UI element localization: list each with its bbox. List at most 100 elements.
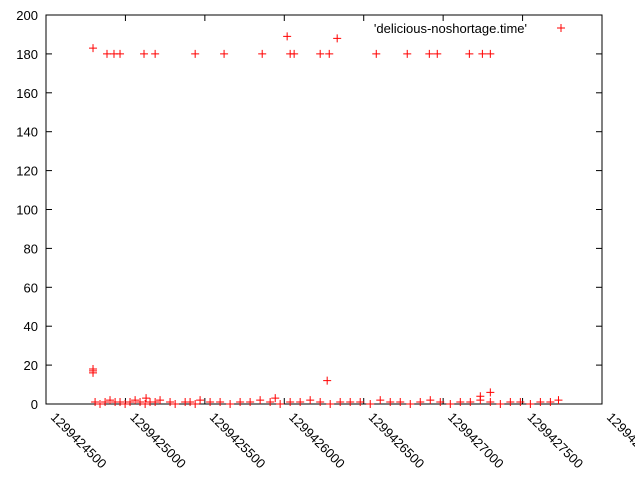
y-tick-label: 40	[24, 319, 38, 334]
y-tick-label: 140	[16, 125, 38, 140]
legend-marker	[557, 24, 565, 32]
legend-label: 'delicious-noshortage.time'	[374, 21, 527, 36]
x-tick-label: 1299425500	[207, 410, 269, 472]
point	[141, 400, 150, 408]
point	[101, 398, 110, 407]
point	[446, 400, 455, 408]
point	[476, 396, 485, 405]
point	[406, 400, 415, 408]
point	[333, 34, 342, 43]
point	[271, 394, 280, 403]
point	[356, 398, 365, 407]
point	[478, 49, 487, 58]
point	[131, 396, 140, 405]
point	[372, 49, 381, 58]
point	[526, 400, 535, 408]
point	[121, 400, 130, 408]
x-tick-label: 1299426000	[286, 410, 348, 472]
point	[191, 400, 200, 408]
x-tick-label: 1299427500	[524, 410, 586, 472]
point	[103, 49, 112, 58]
point	[326, 400, 335, 408]
point	[346, 398, 355, 407]
point	[323, 376, 332, 385]
point	[171, 400, 180, 408]
point	[116, 398, 125, 407]
y-tick-label: 120	[16, 164, 38, 179]
point	[106, 396, 115, 405]
y-tick-label: 100	[16, 203, 38, 218]
point	[306, 396, 315, 405]
point	[126, 398, 135, 407]
point	[91, 398, 100, 407]
point	[226, 400, 235, 408]
point	[554, 396, 563, 405]
point	[186, 398, 195, 407]
point	[266, 398, 275, 407]
x-tick-label: 1299427000	[445, 410, 507, 472]
point	[236, 398, 245, 407]
point	[296, 398, 305, 407]
point	[436, 398, 445, 407]
point	[366, 400, 375, 408]
point	[516, 398, 525, 407]
point	[142, 394, 151, 403]
y-tick-label: 180	[16, 47, 38, 62]
point	[486, 398, 495, 407]
point	[256, 396, 265, 405]
point	[466, 398, 475, 407]
point	[89, 44, 98, 53]
y-tick-label: 60	[24, 280, 38, 295]
point	[433, 49, 442, 58]
point	[276, 400, 285, 408]
point	[486, 49, 495, 58]
point	[140, 49, 149, 58]
point	[191, 49, 200, 58]
point	[246, 398, 255, 407]
point	[136, 398, 145, 407]
point	[396, 398, 405, 407]
point	[546, 398, 555, 407]
point	[426, 396, 435, 405]
point	[386, 398, 395, 407]
x-tick-label: 1299424500	[48, 410, 110, 472]
x-tick-label: 1299428000	[604, 410, 635, 472]
y-tick-label: 200	[16, 8, 38, 23]
point	[425, 49, 434, 58]
point	[290, 49, 299, 58]
point	[166, 398, 175, 407]
point	[496, 400, 505, 408]
point	[258, 49, 267, 58]
point	[89, 366, 98, 375]
point	[116, 49, 125, 58]
point	[486, 388, 495, 397]
point	[316, 398, 325, 407]
point	[151, 49, 160, 58]
point	[151, 398, 160, 407]
point	[465, 49, 474, 58]
point	[286, 398, 295, 407]
point	[216, 398, 225, 407]
x-tick-label: 1299425000	[127, 410, 189, 472]
point	[316, 49, 325, 58]
point	[416, 398, 425, 407]
point	[156, 396, 165, 405]
point	[283, 32, 292, 41]
y-tick-label: 160	[16, 86, 38, 101]
x-tick-label: 1299426500	[366, 410, 428, 472]
point	[336, 398, 345, 407]
y-tick-label: 0	[31, 397, 38, 412]
point	[196, 396, 205, 405]
point	[96, 400, 105, 408]
plot-frame	[45, 14, 603, 405]
point	[325, 49, 334, 58]
point	[206, 398, 215, 407]
y-tick-label: 80	[24, 241, 38, 256]
point	[506, 398, 515, 407]
point	[376, 396, 385, 405]
point	[403, 49, 412, 58]
point	[220, 49, 229, 58]
y-tick-label: 20	[24, 358, 38, 373]
